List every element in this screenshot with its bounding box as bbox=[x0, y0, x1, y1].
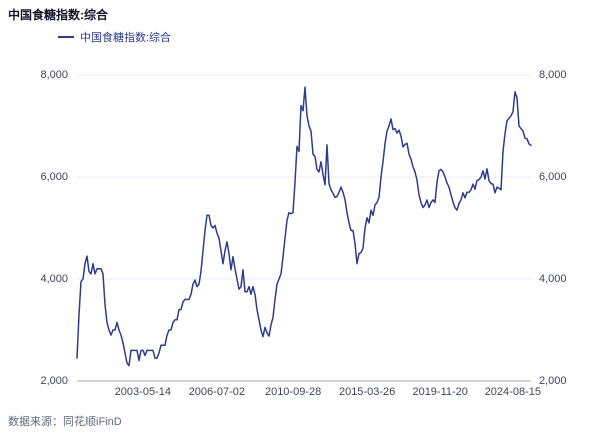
page-title: 中国食糖指数:综合 bbox=[8, 8, 108, 22]
y-axis-label-left: 8,000 bbox=[40, 69, 68, 81]
y-axis-label-right: 2,000 bbox=[539, 375, 567, 387]
legend-line-icon bbox=[58, 36, 74, 38]
legend-label: 中国食糖指数:综合 bbox=[80, 32, 172, 44]
series-line bbox=[76, 86, 532, 367]
x-axis-label: 2010-09-28 bbox=[264, 386, 322, 398]
y-axis-label-left: 4,000 bbox=[40, 273, 68, 285]
x-axis-label: 2024-08-15 bbox=[484, 386, 541, 398]
y-axis-label-left: 2,000 bbox=[40, 375, 68, 387]
data-source: 数据来源：同花顺iFinD bbox=[8, 416, 122, 428]
legend[interactable]: 中国食糖指数:综合 bbox=[58, 29, 171, 45]
y-axis-label-right: 4,000 bbox=[539, 273, 567, 285]
x-axis-label: 2006-07-02 bbox=[188, 386, 245, 398]
y-axis-label-left: 6,000 bbox=[40, 171, 68, 183]
y-axis-label-right: 6,000 bbox=[539, 171, 567, 183]
x-axis-label: 2015-03-26 bbox=[338, 386, 396, 398]
x-axis-label: 2003-05-14 bbox=[114, 386, 171, 398]
x-axis-label: 2019-11-20 bbox=[412, 386, 468, 398]
y-axis-label-right: 8,000 bbox=[539, 69, 567, 81]
